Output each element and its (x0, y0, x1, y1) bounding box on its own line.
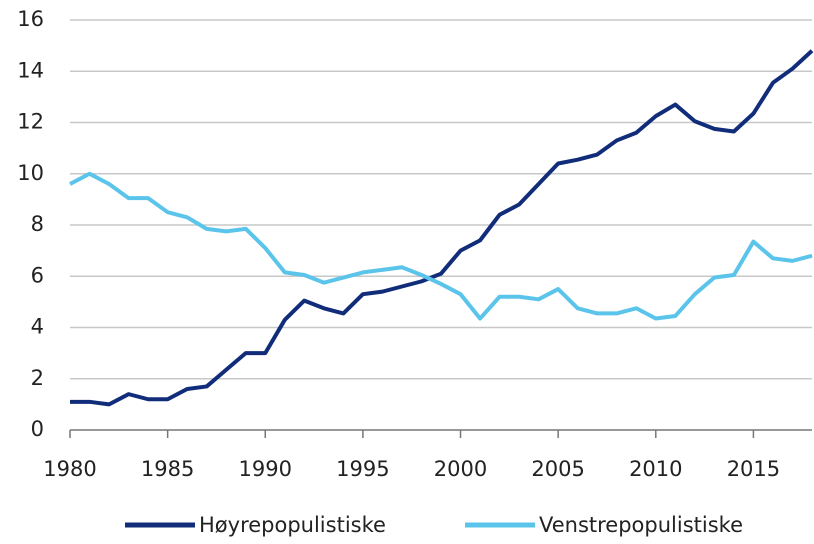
x-tick-label: 2010 (629, 457, 682, 481)
y-tick-label: 14 (17, 58, 44, 82)
x-tick-label: 1995 (336, 457, 389, 481)
x-tick-label: 2005 (531, 457, 584, 481)
legend-label: Venstrepopulistiske (539, 513, 743, 537)
y-tick-label: 6 (31, 263, 44, 287)
legend-label: Høyrepopulistiske (199, 513, 386, 537)
y-tick-label: 12 (17, 110, 44, 134)
x-tick-label: 1985 (141, 457, 194, 481)
line-series (69, 171, 813, 321)
line-series (70, 49, 814, 407)
x-tick-label: 1980 (43, 457, 96, 481)
y-tick-label: 4 (31, 315, 44, 339)
y-tick-label: 2 (31, 366, 44, 390)
y-tick-label: 0 (31, 417, 44, 441)
x-tick-label: 1990 (239, 457, 292, 481)
x-tick-label: 2015 (727, 457, 780, 481)
y-tick-label: 8 (31, 212, 44, 236)
y-tick-label: 10 (17, 161, 44, 185)
y-tick-label: 16 (17, 7, 44, 31)
x-tick-label: 2000 (434, 457, 487, 481)
